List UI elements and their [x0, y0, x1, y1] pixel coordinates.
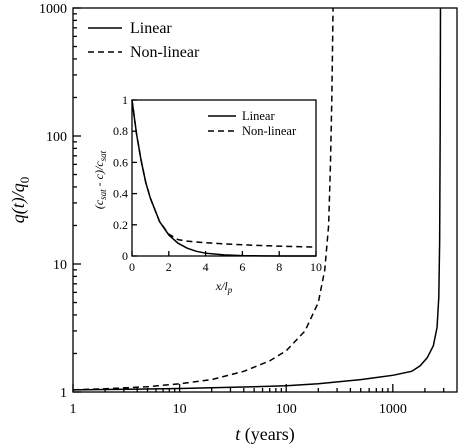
main-y-tick-label: 1000 — [39, 2, 67, 17]
main-series-non-linear-line — [72, 7, 334, 391]
main-x-tick-label: 100 — [276, 402, 297, 417]
main-y-tick-label: 10 — [53, 258, 67, 273]
inset-x-tick-label: 6 — [239, 260, 245, 274]
inset-chart: 0 2 4 6 8 10 0 0.2 0.4 0.6 0.8 1 (csat - c)/csat x/… — [92, 93, 322, 295]
main-x-axis-title: t (years) — [235, 424, 294, 445]
main-legend: Linear Non-linear — [88, 20, 200, 61]
inset-y-axis-title: (csat - c)/csat — [92, 150, 108, 209]
inset-legend-label: Non-linear — [242, 124, 297, 138]
inset-x-tick-label: 8 — [276, 260, 282, 274]
inset-background — [132, 100, 316, 256]
main-legend-label: Linear — [130, 20, 172, 37]
main-legend-label: Non-linear — [130, 44, 200, 61]
main-y-tick-label: 100 — [46, 130, 67, 145]
inset-y-tick-label: 1 — [122, 93, 128, 107]
inset-plot-frame — [131, 99, 317, 257]
inset-y-tick-label: 0 — [122, 249, 128, 263]
inset-y-tick-label: 0.2 — [113, 218, 128, 232]
inset-y-tick-label: 0.4 — [113, 187, 128, 201]
main-plot-frame — [72, 7, 458, 393]
svg-text:(csat - c)/csat: (csat - c)/csat — [92, 150, 108, 209]
svg-text:q(t)/q0: q(t)/q0 — [8, 177, 32, 224]
main-x-tick-label: 10 — [173, 402, 187, 417]
main-y-axis-title: q(t)/q0 — [8, 177, 32, 224]
inset-x-tick-label: 2 — [166, 260, 172, 274]
inset-legend-label: Linear — [242, 109, 275, 123]
main-x-tick-label: 1 — [70, 402, 77, 417]
main-y-tick-label: 1 — [60, 386, 67, 401]
main-x-tick-label: 1000 — [379, 402, 407, 417]
inset-y-tick-label: 0.6 — [113, 155, 128, 169]
inset-series-non-linear-line — [131, 99, 317, 248]
inset-x-tick-label: 4 — [203, 260, 209, 274]
inset-x-tick-label: 0 — [129, 260, 135, 274]
inset-x-tick-label: 10 — [310, 260, 322, 274]
inset-x-axis-title: x/lp — [215, 279, 233, 295]
svg-text:x/lp: x/lp — [215, 279, 233, 295]
inset-y-tick-label: 0.8 — [113, 124, 128, 138]
svg-text:t (years): t (years) — [235, 424, 294, 445]
